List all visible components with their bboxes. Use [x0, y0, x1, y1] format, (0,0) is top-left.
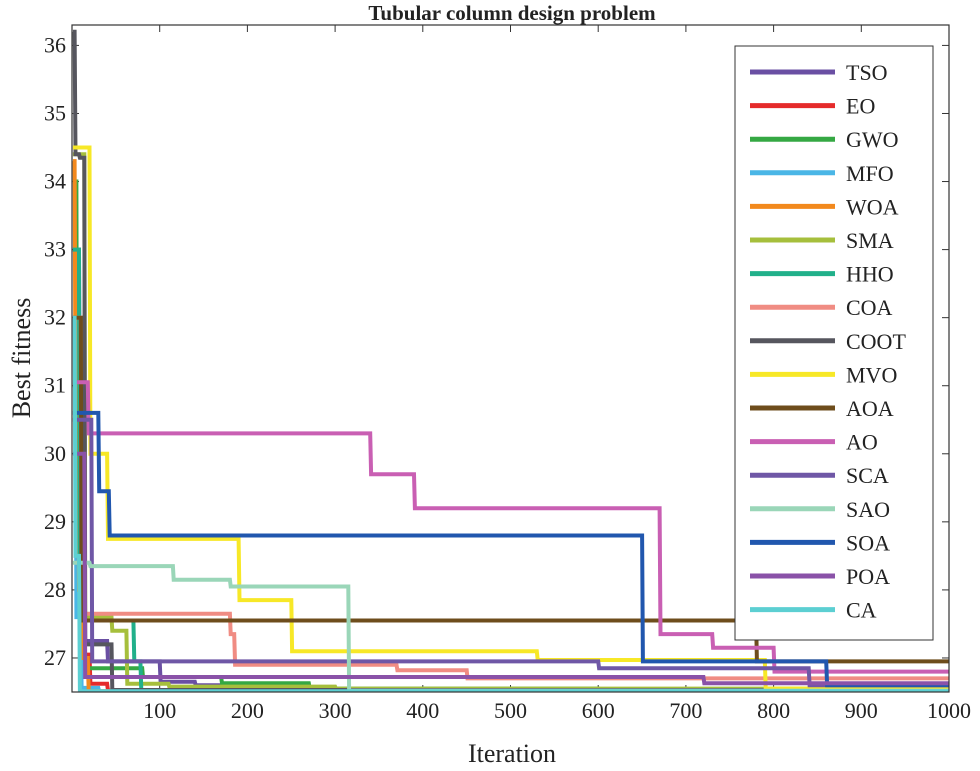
x-tick-label: 600: [582, 698, 615, 723]
y-tick-label: 33: [44, 237, 66, 262]
series-line-ca: [72, 315, 949, 692]
x-tick-label: 300: [319, 698, 352, 723]
x-axis-label: Iteration: [468, 739, 556, 768]
y-tick-label: 28: [44, 577, 66, 602]
x-tick-label: 500: [494, 698, 527, 723]
legend-label-coot: COOT: [846, 329, 906, 354]
y-tick-label: 30: [44, 441, 66, 466]
series-line-hho: [72, 247, 949, 692]
legend-label-sma: SMA: [846, 228, 894, 253]
series-layer: [72, 29, 949, 692]
tick-layer: 100 200 300 400 500 600 700 800 900 1000 27 28 29 30 3…: [44, 25, 971, 723]
plot-frame: [71, 24, 950, 693]
y-axis-label: Best fitness: [7, 298, 36, 419]
legend-label-woa: WOA: [846, 194, 899, 219]
legend-label-tso: TSO: [846, 60, 888, 85]
series-line-coot: [72, 29, 949, 692]
y-tick-label: 27: [44, 645, 66, 670]
series-line-ao: [72, 380, 949, 674]
series-line-sao: [72, 560, 949, 692]
legend-label-eo: EO: [846, 94, 875, 119]
y-tick-label: 36: [44, 32, 66, 57]
x-tick-label: 800: [757, 698, 790, 723]
series-line-soa: [72, 410, 949, 688]
x-tick-label: 1000: [927, 698, 971, 723]
x-tick-label: 400: [406, 698, 439, 723]
legend-label-ca: CA: [846, 598, 877, 623]
chart-title: Tubular column design problem: [368, 1, 656, 25]
legend-label-mfo: MFO: [846, 161, 894, 186]
series-line-poa: [72, 451, 949, 686]
legend-label-hho: HHO: [846, 262, 894, 287]
legend: TSO EO GWO MFO WOA SMA HHO COA COOT MVO AOA AO SCA SA…: [734, 45, 934, 641]
legend-label-sao: SAO: [846, 497, 890, 522]
legend-label-poa: POA: [846, 564, 890, 589]
y-tick-label: 31: [44, 373, 66, 398]
x-tick-label: 200: [231, 698, 264, 723]
legend-label-mvo: MVO: [846, 362, 897, 387]
y-tick-label: 34: [44, 169, 66, 194]
x-tick-label: 100: [143, 698, 176, 723]
y-tick-label: 32: [44, 305, 66, 330]
legend-label-sca: SCA: [846, 463, 889, 488]
y-tick-label: 29: [44, 509, 66, 534]
legend-label-soa: SOA: [846, 530, 890, 555]
y-tick-label: 35: [44, 100, 66, 125]
legend-label-ao: AO: [846, 430, 878, 455]
x-tick-label: 900: [845, 698, 878, 723]
legend-label-aoa: AOA: [846, 396, 894, 421]
legend-label-gwo: GWO: [846, 127, 899, 152]
x-tick-label: 700: [669, 698, 702, 723]
legend-label-coa: COA: [846, 295, 893, 320]
